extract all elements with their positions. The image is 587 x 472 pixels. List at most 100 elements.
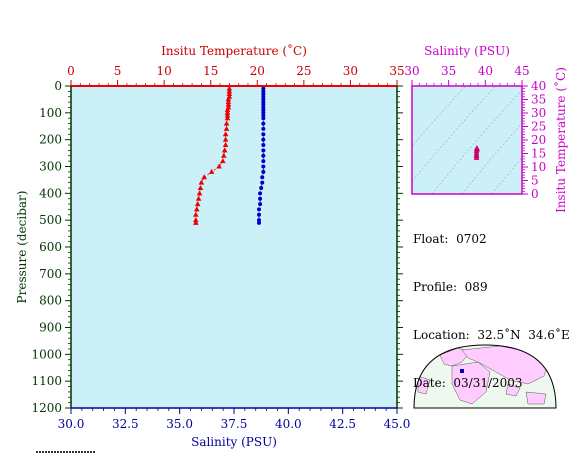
ts-frame [411, 85, 523, 195]
temperature-point [223, 125, 230, 131]
ts-right-tick-label: 5 [531, 174, 539, 188]
salinity-point [256, 207, 261, 212]
ts-isoline [412, 86, 496, 183]
left-axis-ticks: 0 100 200 300 400 500 600 700 800 900 1000 1100 1200 [31, 79, 71, 415]
right-axis-ticks [397, 85, 403, 409]
ts-right-tick-label: 35 [531, 93, 546, 107]
temperature-point [224, 115, 231, 121]
ts-plot-area [412, 86, 522, 194]
temperature-point [224, 109, 231, 115]
left-tick-label: 800 [39, 294, 62, 308]
temperature-point [226, 88, 233, 94]
profile-chart: Insitu Temperature (˚C) Salinity (PSU) P… [15, 43, 410, 449]
temperature-point [201, 174, 207, 180]
ts-right-tick-label: 25 [531, 120, 546, 134]
temperature-point [226, 85, 233, 91]
salinity-point [260, 180, 265, 185]
date-label: Date: [413, 376, 446, 390]
temperature-point [193, 219, 199, 225]
location-label: Location: [413, 328, 470, 342]
salinity-point [258, 202, 263, 207]
ts-density-contours [412, 86, 522, 194]
temperature-point [193, 206, 200, 212]
left-tick-label: 700 [39, 267, 62, 281]
salinity-point [258, 191, 263, 196]
temperature-point [223, 120, 230, 126]
ts-top-tick-label: 35 [441, 64, 456, 78]
ts-point [474, 145, 480, 151]
bottom-tick-label: 37.5 [221, 417, 248, 431]
temperature-point [224, 112, 231, 118]
bottom-tick-label: 32.5 [112, 417, 139, 431]
location-map [413, 344, 557, 409]
left-tick-label: 100 [39, 106, 62, 120]
ts-top-tick-label: 45 [514, 64, 529, 78]
left-tick-label: 0 [54, 79, 62, 93]
temperature-point [224, 107, 231, 113]
salinity-point [256, 220, 261, 225]
temperature-point [194, 201, 201, 207]
salinity-point [261, 159, 266, 164]
ts-diagram: Salinity (PSU) Insitu Temperature (˚C) 3… [404, 44, 568, 213]
salinity-point [260, 175, 265, 180]
temperature-point [216, 163, 222, 169]
bottom-axis-title: Salinity (PSU) [191, 435, 277, 449]
salinity-point [261, 121, 266, 126]
bottom-axis-ticks: 30.0 32.5 35.0 37.5 40.0 42.5 45.0 [58, 408, 410, 431]
top-axis-title: Insitu Temperature (˚C) [161, 43, 307, 58]
profile-row: Profile: 089 [413, 279, 570, 295]
salinity-point [261, 132, 266, 137]
top-tick-label: 10 [157, 64, 172, 78]
location-value: 32.5˚N 34.6˚E [477, 328, 570, 342]
salinity-point [261, 137, 266, 142]
temperature-point [221, 147, 228, 153]
date-value: 03/31/2003 [453, 376, 523, 390]
temperature-point [222, 136, 229, 142]
top-tick-label: 5 [114, 64, 122, 78]
top-tick-label: 20 [250, 64, 265, 78]
left-tick-label: 900 [39, 321, 62, 335]
salinity-point [261, 143, 266, 148]
salinity-point [261, 148, 266, 153]
bottom-tick-label: 35.0 [166, 417, 193, 431]
date-row: Date: 03/31/2003 [413, 375, 570, 391]
salinity-point [258, 196, 263, 201]
land-mass [505, 383, 521, 397]
temperature-point [222, 131, 229, 137]
salinity-point [261, 126, 266, 131]
left-tick-label: 200 [39, 133, 62, 147]
temperature-point [222, 142, 229, 148]
ts-isoline [412, 86, 466, 147]
temperature-point [193, 217, 199, 223]
left-tick-label: 1000 [31, 347, 62, 361]
top-tick-label: 25 [296, 64, 311, 78]
top-tick-label: 0 [67, 64, 75, 78]
left-tick-label: 400 [39, 186, 62, 200]
salinity-point [259, 185, 264, 190]
salinity-point [261, 164, 266, 169]
temperature-point [226, 91, 233, 97]
temperature-point [197, 184, 204, 190]
float-row: Float: 0702 [413, 231, 570, 247]
ts-right-axis-title: Insitu Temperature (˚C) [553, 67, 568, 213]
ts-series [473, 145, 480, 160]
left-tick-label: 1200 [31, 401, 62, 415]
salinity-point [261, 116, 266, 121]
map-outline [413, 344, 557, 409]
left-tick-label: 1100 [31, 374, 62, 388]
ts-top-axis-ticks: 30 35 40 45 [404, 64, 530, 86]
ts-right-tick-label: 40 [531, 79, 546, 93]
map-land [417, 345, 549, 405]
salinity-point [261, 153, 266, 158]
top-tick-label: 35 [389, 64, 404, 78]
ts-top-tick-label: 40 [478, 64, 493, 78]
temperature-point [220, 152, 227, 158]
ts-right-tick-label: 15 [531, 147, 546, 161]
top-axis-ticks: 0 5 10 15 20 25 30 35 [67, 64, 405, 86]
top-tick-label: 15 [203, 64, 218, 78]
temperature-point [225, 99, 232, 105]
top-tick-label: 30 [343, 64, 358, 78]
bottom-tick-label: 40.0 [275, 417, 302, 431]
